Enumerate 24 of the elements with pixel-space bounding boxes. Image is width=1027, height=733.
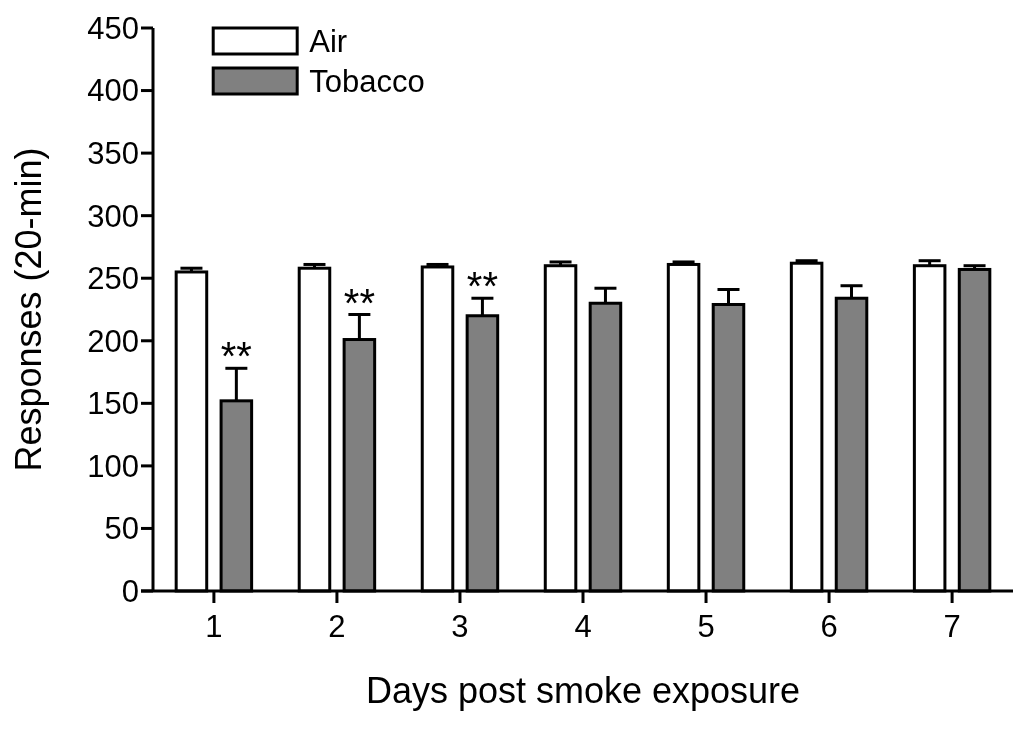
y-tick-label: 250 [87,261,139,297]
x-tick-label: 4 [574,609,592,644]
y-tick-label: 0 [121,573,139,609]
legend-label: Tobacco [309,63,425,99]
y-tick-label: 450 [87,10,139,46]
x-tick-label: 7 [943,609,961,644]
annotation: ** [466,264,498,309]
y-tick-label: 150 [87,386,139,422]
y-tick-label: 50 [104,511,139,547]
x-axis-title: Days post smoke exposure [365,670,801,711]
y-tick-label: 350 [87,135,139,171]
x-tick-label: 1 [205,609,223,644]
legend-label: Air [309,23,348,59]
annotation: ** [343,280,375,325]
x-tick-label: 3 [451,609,469,644]
x-tick-label: 6 [820,609,838,644]
y-axis-title: Responses (20-min) [8,147,49,472]
y-tick-label: 300 [87,198,139,234]
annotation: ** [220,334,252,379]
y-tick-label: 200 [87,323,139,359]
x-tick-label: 5 [697,609,715,644]
x-tick-label: 2 [328,609,346,644]
y-tick-label: 100 [87,448,139,484]
y-tick-label: 400 [87,73,139,109]
